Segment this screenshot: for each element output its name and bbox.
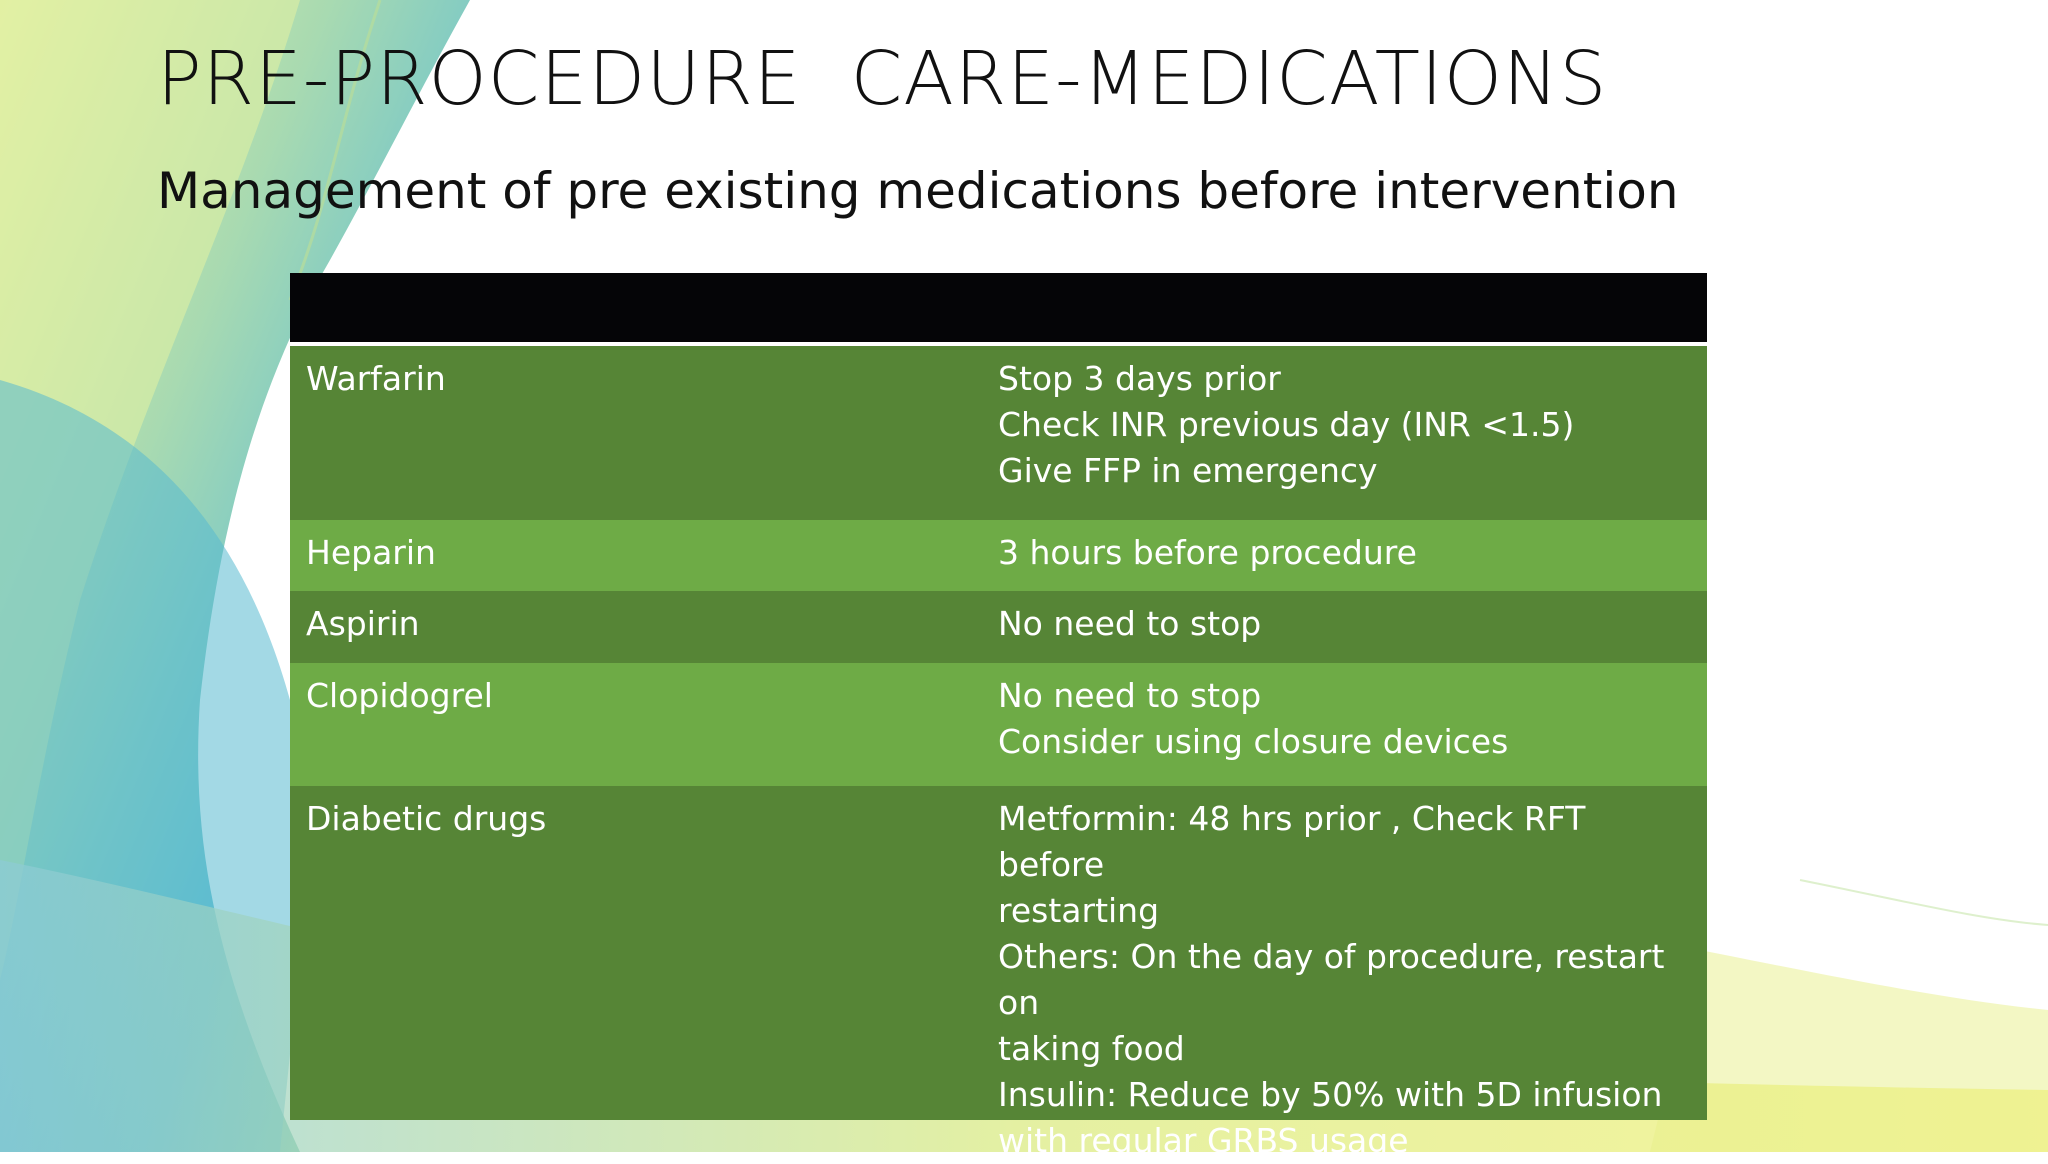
instruction-line: No need to stop [998,604,1262,643]
table-row: Aspirin No need to stop [290,591,1707,663]
instruction-line: 3 hours before procedure [998,533,1417,572]
table-row: Clopidogrel No need to stop Consider usi… [290,663,1707,786]
medication-name: Warfarin [306,359,446,398]
instruction-line: Check INR previous day (INR <1.5) [998,405,1575,444]
medication-instructions: Metformin: 48 hrs prior , Check RFT befo… [998,786,1707,1160]
instruction-line: Others: On the day of procedure, restart… [998,937,1665,1022]
table-header-row [290,273,1707,346]
table-row: Heparin 3 hours before procedure [290,520,1707,591]
medication-name: Heparin [306,533,436,572]
instruction-line: taking food [998,1029,1185,1068]
instruction-line: restarting [998,891,1160,930]
medication-name: Clopidogrel [306,676,493,715]
instruction-line: Consider using closure devices [998,722,1509,761]
instruction-line: Give FFP in emergency [998,451,1378,490]
table-row: Diabetic drugs Metformin: 48 hrs prior ,… [290,786,1707,1160]
medication-name: Diabetic drugs [306,799,547,838]
slide-title: PRE-PROCEDURE CARE-MEDICATIONS [157,36,1608,122]
instruction-line: Metformin: 48 hrs prior , Check RFT befo… [998,799,1586,884]
medication-instructions: No need to stop [998,591,1707,663]
table-row: Warfarin Stop 3 days prior Check INR pre… [290,346,1707,520]
instruction-line: Insulin: Reduce by 50% with 5D infusion [998,1075,1663,1114]
medication-instructions: Stop 3 days prior Check INR previous day… [998,346,1707,520]
medication-instructions: 3 hours before procedure [998,520,1707,591]
medication-instructions: No need to stop Consider using closure d… [998,663,1707,786]
instruction-line: with regular GRBS usage [998,1121,1409,1160]
medication-name: Aspirin [306,604,420,643]
slide-subtitle: Management of pre existing medications b… [157,162,1679,220]
medication-table: Warfarin Stop 3 days prior Check INR pre… [290,273,1707,1160]
instruction-line: Stop 3 days prior [998,359,1281,398]
instruction-line: No need to stop [998,676,1262,715]
